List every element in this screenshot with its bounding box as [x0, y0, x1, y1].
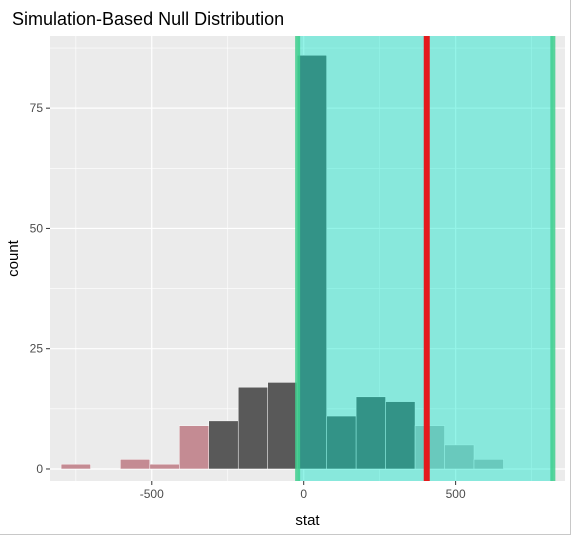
- y-axis-label: count: [5, 239, 22, 277]
- histogram-bar: [179, 425, 210, 470]
- x-tick-label: 500: [446, 487, 466, 501]
- histogram-bar: [473, 459, 504, 470]
- histogram-bar: [208, 420, 239, 470]
- x-tick-label: -500: [140, 487, 164, 501]
- chart-title: Simulation-Based Null Distribution: [12, 9, 284, 29]
- histogram-bar: [267, 382, 298, 470]
- histogram-bar: [149, 463, 180, 470]
- histogram-bars: [60, 54, 504, 470]
- x-axis: -500 0 500: [140, 481, 466, 501]
- histogram-bar: [237, 386, 268, 470]
- y-axis: 0 25 50 75: [30, 101, 50, 476]
- histogram-bar: [355, 396, 386, 470]
- histogram-bar: [444, 444, 475, 470]
- histogram-bar: [120, 459, 151, 470]
- x-axis-label: stat: [295, 512, 320, 529]
- y-tick-label: 75: [30, 101, 44, 115]
- y-tick-label: 0: [36, 462, 43, 476]
- histogram-bar: [326, 415, 357, 470]
- y-tick-label: 50: [30, 221, 44, 235]
- y-tick-label: 25: [30, 342, 44, 356]
- histogram-bar: [414, 425, 445, 470]
- histogram-bar: [385, 401, 416, 470]
- histogram-bar: [60, 463, 91, 470]
- x-tick-label: 0: [300, 487, 307, 501]
- histogram-bar: [296, 54, 327, 470]
